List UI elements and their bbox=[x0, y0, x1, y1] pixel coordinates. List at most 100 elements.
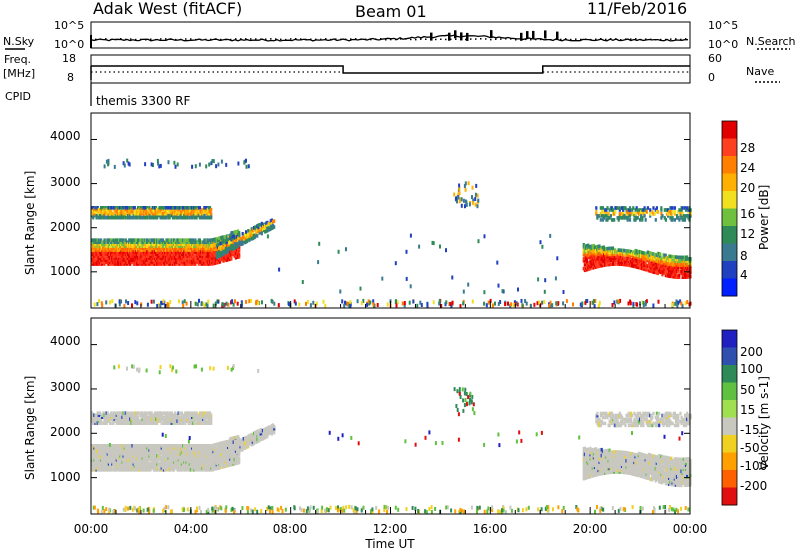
nsky-spike bbox=[556, 31, 559, 40]
velocity-cell bbox=[214, 463, 217, 467]
velocity-cell bbox=[116, 452, 119, 456]
power-cell bbox=[601, 206, 605, 210]
power-cell bbox=[678, 275, 681, 279]
power-cell bbox=[194, 250, 197, 254]
power-speck bbox=[512, 303, 515, 307]
velocity-cell bbox=[141, 462, 144, 466]
power-cell bbox=[238, 253, 241, 257]
nsearch-dot bbox=[315, 38, 317, 41]
power-cell bbox=[141, 242, 144, 246]
power-cell bbox=[107, 258, 110, 262]
power-cell bbox=[141, 256, 144, 260]
power-cell bbox=[179, 260, 182, 264]
nsearch-dot bbox=[220, 38, 222, 41]
power-cell bbox=[193, 213, 196, 218]
power-cell bbox=[628, 206, 632, 210]
power-cell bbox=[659, 264, 662, 268]
power-cell bbox=[605, 251, 608, 255]
power-cell bbox=[156, 250, 159, 254]
power-cell bbox=[663, 253, 666, 258]
power-cell bbox=[110, 206, 113, 210]
power-cell bbox=[111, 244, 114, 248]
power-cell bbox=[622, 210, 625, 214]
velocity-cell bbox=[197, 464, 200, 468]
power-cell bbox=[627, 259, 630, 263]
power-cell bbox=[97, 250, 100, 254]
velocity-cell bbox=[107, 448, 110, 452]
power-cell bbox=[116, 207, 119, 212]
power-cell bbox=[124, 207, 127, 212]
velocity-cell bbox=[170, 444, 173, 448]
velocity-cell bbox=[110, 466, 113, 470]
power-cell bbox=[652, 206, 655, 210]
power-cell bbox=[678, 257, 681, 262]
power-speck bbox=[632, 301, 635, 306]
power-cell bbox=[214, 257, 217, 261]
power-cell bbox=[606, 260, 609, 265]
velocity-cell bbox=[103, 458, 106, 462]
power-cell bbox=[611, 260, 615, 264]
power-cell bbox=[103, 262, 106, 266]
power-cell bbox=[105, 254, 108, 258]
power-cell bbox=[615, 258, 618, 262]
power-cell bbox=[208, 250, 212, 254]
nsearch-dot bbox=[470, 38, 472, 40]
velocity-cell bbox=[185, 468, 188, 472]
velocity-cell bbox=[129, 456, 132, 460]
power-cell bbox=[148, 206, 151, 210]
power-cell bbox=[623, 256, 626, 261]
power-cell bbox=[215, 255, 218, 260]
power-cell bbox=[131, 215, 134, 220]
power-cell bbox=[671, 254, 674, 259]
power-cell bbox=[156, 262, 159, 266]
power-cell bbox=[142, 262, 145, 266]
power-cell bbox=[149, 262, 152, 266]
power-cell bbox=[142, 240, 145, 244]
velocity-cell bbox=[188, 454, 191, 458]
velocity-cell bbox=[179, 452, 182, 456]
power-cell bbox=[618, 214, 621, 218]
power-cell bbox=[634, 250, 637, 255]
power-cell bbox=[170, 242, 173, 246]
velocity-cell bbox=[138, 468, 141, 472]
power-cell bbox=[194, 238, 197, 242]
velocity-cell bbox=[166, 456, 169, 460]
velocity-cell bbox=[120, 446, 123, 450]
power-cell bbox=[653, 262, 656, 267]
power-cell bbox=[598, 244, 601, 248]
power-cell bbox=[156, 254, 159, 258]
power-cell bbox=[185, 207, 188, 212]
nsearch-dot bbox=[460, 38, 462, 41]
power-cell bbox=[234, 230, 237, 234]
power-cell bbox=[628, 210, 632, 214]
power-cell bbox=[634, 208, 637, 212]
power-cell bbox=[604, 210, 607, 214]
velocity-cell bbox=[212, 467, 215, 472]
velocity-cell bbox=[193, 446, 196, 450]
velocity-cell bbox=[120, 458, 123, 462]
velocity-cell bbox=[208, 448, 212, 452]
velocity-cell bbox=[106, 462, 109, 466]
power-cell bbox=[683, 206, 687, 210]
nsearch-dot bbox=[355, 38, 357, 40]
power-speck bbox=[549, 303, 552, 308]
power-cbar-tick-12: 12 bbox=[740, 227, 755, 241]
velocity-cell bbox=[188, 460, 191, 464]
velocity-cell bbox=[102, 462, 105, 466]
power-cell bbox=[271, 223, 275, 228]
power-cell bbox=[197, 258, 200, 262]
power-cell bbox=[122, 252, 125, 256]
velocity-cell bbox=[141, 444, 144, 448]
power-cell bbox=[169, 211, 172, 216]
power-speck bbox=[118, 302, 121, 307]
power-speck bbox=[236, 301, 239, 306]
velocity-cell bbox=[194, 458, 197, 462]
power-cell bbox=[659, 262, 662, 266]
power-cell bbox=[191, 242, 194, 246]
power-cell bbox=[107, 254, 110, 258]
velocity-cell bbox=[111, 458, 114, 462]
velocity-cell bbox=[95, 454, 98, 458]
power-cell bbox=[682, 269, 685, 274]
power-cell bbox=[208, 244, 212, 248]
velocity-cell bbox=[208, 466, 212, 470]
